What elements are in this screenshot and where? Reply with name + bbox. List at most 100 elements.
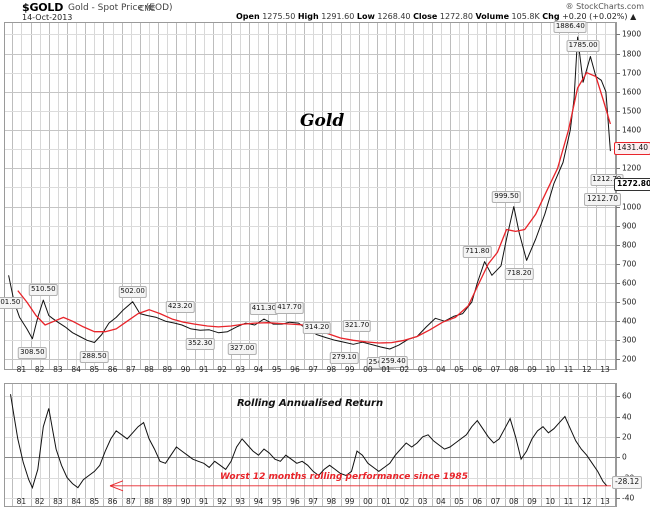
x-axis-tick: 98	[326, 365, 337, 374]
price-axis-tick: 500	[622, 297, 637, 307]
price-y-axis: 1900180017001600150014001300120011001000…	[616, 22, 650, 370]
x-axis-tick: 10	[545, 497, 556, 506]
price-point-label: 510.50	[29, 284, 58, 297]
price-axis-tick: 900	[622, 221, 637, 231]
gold-annotation-label: Gold	[300, 111, 345, 131]
x-axis-tick: 94	[253, 365, 264, 374]
x-axis-tick: 89	[162, 497, 173, 506]
open-value: 1275.50	[262, 12, 296, 21]
x-axis-tick: 00	[363, 497, 373, 506]
rolling-return-panel: Rolling Annualised Return Worst 12 month…	[4, 383, 616, 507]
chg-up-arrow-icon: ▲	[630, 12, 637, 21]
x-axis-tick: 92	[217, 497, 227, 506]
x-axis-tick: 05	[454, 365, 464, 374]
price-point-label: 417.70	[275, 301, 304, 314]
x-axis-tick: 06	[472, 365, 483, 374]
x-axis-tick: 07	[490, 365, 501, 374]
x-axis-tick: 99	[344, 365, 355, 374]
x-axis-tick: 05	[454, 497, 464, 506]
low-label: Low	[356, 12, 375, 21]
high-label: High	[297, 12, 319, 21]
x-axis-tick: 88	[144, 497, 154, 506]
x-axis-tick: 86	[107, 365, 118, 374]
price-point-label: 711.80	[463, 245, 492, 258]
x-axis-tick: 92	[217, 365, 227, 374]
x-axis-tick: 87	[126, 497, 136, 506]
price-axis-tick: 700	[622, 259, 637, 269]
close-value: 1272.80	[439, 12, 473, 21]
x-axis-tick: 04	[436, 365, 446, 374]
x-axis-tick: 00	[363, 365, 373, 374]
x-axis-tick: 97	[308, 365, 318, 374]
price-point-label: 259.40	[379, 356, 408, 369]
x-axis-tick: 09	[527, 497, 537, 506]
x-axis-tick: 03	[417, 365, 428, 374]
x-axis-tick: 89	[162, 365, 173, 374]
x-axis-tick: 90	[180, 497, 191, 506]
x-axis-tick: 97	[308, 497, 318, 506]
price-point-label: 288.50	[80, 350, 109, 363]
x-axis-tick: 01	[381, 497, 391, 506]
x-axis-tick: 12	[581, 365, 592, 374]
price-x-axis: 81 82 83 84 85 86 87 88 89 90 91 92 93 94 95 96 97 98 99 00…	[4, 364, 616, 377]
price-point-label: 501.50	[0, 296, 23, 309]
stockcharts-brand: ® StockCharts.com	[565, 2, 644, 11]
price-point-label: 1785.00	[566, 40, 600, 53]
price-point-label: 411.30	[249, 303, 279, 316]
price-axis-tick: 300	[622, 335, 637, 345]
rolling-return-axis-tick: 20	[622, 432, 632, 442]
price-axis-tick: 200	[622, 354, 637, 364]
quote-date: 14-Oct-2013	[22, 13, 73, 22]
x-axis-tick: 94	[253, 497, 264, 506]
x-axis-tick: 95	[271, 365, 282, 374]
price-axis-tick: 1900	[622, 29, 642, 39]
x-axis-tick: 81	[16, 497, 27, 506]
chg-label: Chg	[542, 12, 560, 21]
price-axis-tick: 600	[622, 278, 637, 288]
price-point-label: 308.50	[18, 346, 47, 359]
chart-header: $GOLD Gold - Spot Price (EOD) CME 14-Oct…	[0, 0, 650, 22]
ma-value-tag: 1431.40	[614, 142, 650, 155]
symbol-ticker: $GOLD	[22, 1, 64, 14]
x-axis-tick: 95	[271, 497, 282, 506]
price-axis-tick: 1700	[622, 68, 642, 78]
x-axis-tick: 08	[509, 497, 519, 506]
low-value-tag: 1212.70	[584, 193, 622, 206]
price-point-label: 321.70	[342, 320, 372, 333]
x-axis-tick: 02	[399, 365, 410, 374]
x-axis-tick: 90	[180, 365, 191, 374]
price-point-label: 999.50	[492, 190, 521, 203]
x-axis-tick: 82	[34, 365, 45, 374]
x-axis-tick: 07	[490, 497, 501, 506]
rolling-return-axis-tick: -40	[622, 493, 635, 503]
x-axis-tick: 88	[144, 365, 154, 374]
x-axis-tick: 96	[290, 365, 300, 374]
price-series-plot	[8, 36, 612, 350]
price-point-label: 279.10	[329, 352, 359, 365]
x-axis-tick: 98	[326, 497, 337, 506]
x-axis-tick: 91	[198, 365, 209, 374]
rolling-return-axis-tick: 0	[622, 452, 627, 462]
close-label: Close	[413, 12, 438, 21]
x-axis-tick: 84	[71, 365, 81, 374]
x-axis-tick: 08	[509, 365, 519, 374]
price-axis-tick: 1500	[622, 106, 642, 116]
rolling-return-axis-tick: 60	[622, 391, 632, 401]
x-axis-tick: 13	[600, 497, 610, 506]
x-axis-tick: 02	[399, 497, 410, 506]
x-axis-tick: 85	[89, 365, 100, 374]
quote-bar: Open 1275.50 High 1291.60 Low 1268.40 Cl…	[236, 12, 636, 21]
price-point-label: 423.20	[165, 300, 195, 313]
x-axis-tick: 84	[71, 497, 81, 506]
price-point-label: 502.00	[118, 285, 147, 298]
chg-value: +0.20 (+0.02%)	[562, 12, 628, 21]
price-axis-tick: 800	[622, 240, 637, 250]
rolling-return-x-axis: 81 82 83 84 85 86 87 88 89 90 91 92 93 94 95 96 97 98 99 00…	[4, 496, 616, 509]
x-axis-tick: 11	[563, 365, 574, 374]
x-axis-tick: 85	[89, 497, 100, 506]
x-axis-tick: 01	[381, 365, 391, 374]
x-axis-tick: 87	[126, 365, 136, 374]
x-axis-tick: 09	[527, 365, 537, 374]
x-axis-tick: 99	[344, 497, 355, 506]
x-axis-tick: 12	[581, 497, 592, 506]
